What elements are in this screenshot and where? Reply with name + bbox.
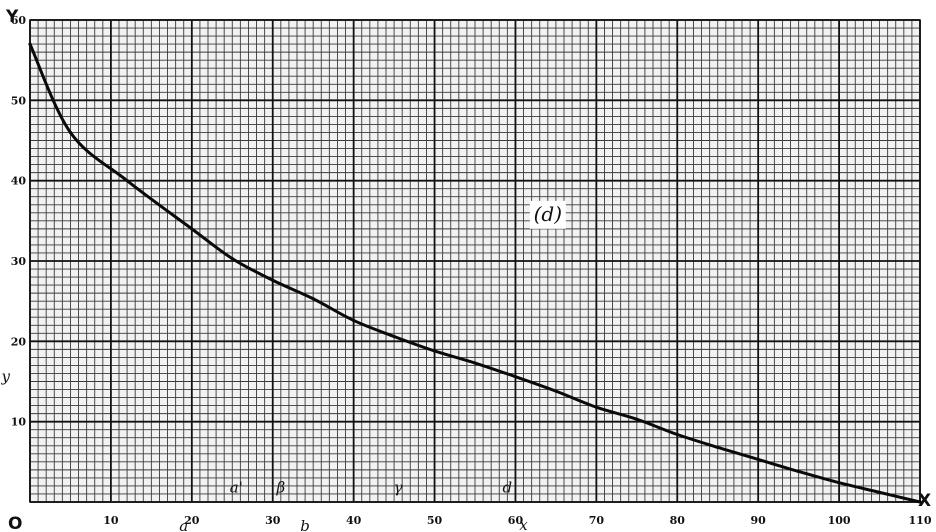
data-point [675,432,679,437]
data-point [594,405,598,409]
data-point [635,417,639,421]
data-point [392,334,396,339]
y-tick-label: 40 [11,175,27,188]
x-axis-label: X [918,491,931,511]
tick-labels: 10 20 30 40 50 60 70 80 90 100 110 10 20 30 40 50 60 [11,14,932,527]
data-points [28,42,922,504]
annotation-label: x [519,516,528,532]
annotation-label: d [503,478,513,496]
annotation-label: (d) [534,202,562,226]
data-point [877,490,882,494]
x-tick-label: 90 [751,514,767,527]
data-point [190,227,194,231]
data-point [432,349,437,353]
x-tick-label: 60 [508,514,524,527]
data-point [311,297,315,301]
data-point [271,278,275,282]
y-tick-label: 10 [11,416,27,429]
origin-label: O [8,514,22,532]
data-point [513,375,518,379]
x-tick-label: 20 [184,514,200,527]
x-tick-label: 110 [909,514,932,527]
major-grid [29,19,921,503]
x-tick-label: 80 [670,514,686,527]
y-tick-label: 20 [11,335,27,348]
data-point [716,445,720,449]
data-point [554,389,558,393]
y-axis-label: Y [5,7,19,27]
data-point [68,130,73,135]
data-point [230,256,234,261]
x-tick-label: 70 [589,514,605,527]
data-point [756,457,760,462]
x-tick-label: 40 [346,514,362,527]
data-point [28,42,32,46]
data-point [473,361,477,365]
y-tick-label: 30 [11,255,27,268]
annotation-label: y [0,368,10,386]
data-point [918,500,922,504]
annotation-label: γ [394,478,403,496]
data-point [837,481,841,485]
data-point [797,469,801,474]
annotations: (d) y x a b a' β γ d [0,200,566,532]
y-tick-label: 60 [11,14,27,27]
data-curve [28,43,921,504]
x-tick-label: 30 [265,514,281,527]
annotation-label: a [179,517,188,532]
x-tick-label: 10 [103,514,119,527]
annotation-label: b [300,517,310,532]
annotation-label: a' [230,478,243,496]
y-tick-label: 50 [11,94,27,107]
x-tick-label: 100 [828,514,851,527]
x-tick-label: 50 [427,514,443,527]
data-point [352,318,356,323]
major-grid-lines [29,19,921,503]
data-point [125,179,129,183]
annotation-label: β [275,478,285,496]
annotation-backdrop [529,200,566,229]
